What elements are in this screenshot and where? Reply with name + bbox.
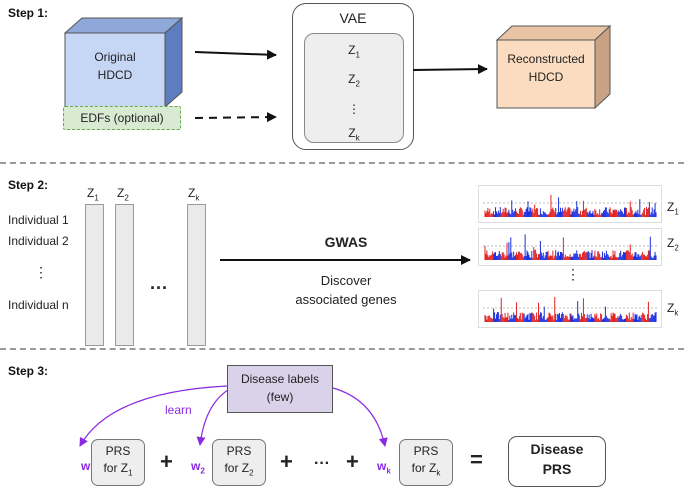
learn-arrow-wk xyxy=(332,387,388,447)
prs-zk-line2: for Zk xyxy=(411,461,441,478)
prs-box-z2: PRS for Z2 xyxy=(212,439,266,486)
disease-prs-box: Disease PRS xyxy=(508,436,606,487)
separator-1 xyxy=(0,162,684,164)
individual-1: Individual 1 xyxy=(8,213,69,227)
recon-line1: Reconstructed xyxy=(507,52,585,66)
columns-ellipsis: ··· xyxy=(150,278,168,298)
column-label-zk: Zk xyxy=(188,186,200,203)
latent-column-z1 xyxy=(85,204,104,346)
disease-prs-line2: PRS xyxy=(542,460,572,477)
manhattan-plot-z1 xyxy=(478,185,662,223)
reconstructed-hdcd-cube xyxy=(495,24,612,110)
gwas-label: GWAS xyxy=(324,234,368,250)
plus-1: + xyxy=(160,449,173,474)
latent-column-zk xyxy=(187,204,206,346)
reconstructed-hdcd-label: Reconstructed HDCD xyxy=(497,50,595,86)
prs-box-zk: PRS for Zk xyxy=(399,439,453,486)
equals-sign: = xyxy=(470,447,483,472)
plot-label-z2: Z2 xyxy=(667,236,679,253)
plot-label-zk: Zk xyxy=(667,301,679,318)
weight-wk: wk xyxy=(377,459,391,476)
prs-box-z1: PRS for Z1 xyxy=(91,439,145,486)
latent-column-z2 xyxy=(115,204,134,346)
learn-label: learn xyxy=(165,403,192,417)
step2-label: Step 2: xyxy=(8,178,49,192)
plus-2: + xyxy=(280,449,293,474)
individual-2: Individual 2 xyxy=(8,234,69,248)
original-hdcd-label: Original HDCD xyxy=(65,48,165,84)
weight-w2: w2 xyxy=(191,459,205,476)
prs-z2-line1: PRS xyxy=(226,444,252,458)
arrow-original-to-vae xyxy=(194,49,277,60)
edfs-label: EDFs (optional) xyxy=(80,111,164,125)
plots-vdots: ⋮ xyxy=(566,266,580,282)
step3-label: Step 3: xyxy=(8,364,49,378)
disease-labels-line1: Disease labels xyxy=(240,372,320,386)
latent-z2: Z2 xyxy=(348,72,360,89)
individual-n: Individual n xyxy=(8,298,69,312)
manhattan-plot-zk xyxy=(478,290,662,328)
vae-latent-box xyxy=(304,33,404,143)
arrow-edfs-to-vae xyxy=(194,112,277,123)
column-label-z2: Z2 xyxy=(117,186,129,203)
prs-z1-line2: for Z1 xyxy=(103,461,133,478)
latent-vdots: ⋮ xyxy=(348,101,360,116)
recon-line2: HDCD xyxy=(528,70,564,84)
learn-arrow-w1 xyxy=(79,385,228,447)
plus-3: + xyxy=(346,449,359,474)
prs-z1-line1: PRS xyxy=(105,444,131,458)
vae-title: VAE xyxy=(339,10,367,26)
ellipsis-3: ··· xyxy=(314,455,330,472)
original-hdcd-cube xyxy=(63,16,184,109)
disease-labels-line2: (few) xyxy=(266,390,294,404)
column-label-z1: Z1 xyxy=(87,186,99,203)
vae-latents: Z1 Z2 ⋮ Zk xyxy=(304,38,404,150)
individual-vdots: ⋮ xyxy=(34,264,48,280)
manhattan-plot-z2 xyxy=(478,228,662,266)
separator-2 xyxy=(0,348,684,350)
original-line1: Original xyxy=(94,50,136,64)
latent-zk: Zk xyxy=(348,125,360,143)
arrow-vae-to-reconstructed xyxy=(412,64,488,75)
disease-prs-line1: Disease xyxy=(530,441,584,457)
latent-z1: Z1 xyxy=(348,43,360,60)
prs-z2-line2: for Z2 xyxy=(224,461,254,478)
discover-line2: associated genes xyxy=(295,291,397,307)
edfs-box: EDFs (optional) xyxy=(63,106,181,130)
step1-label: Step 1: xyxy=(8,6,49,20)
discover-line1: Discover xyxy=(320,273,372,288)
original-line2: HDCD xyxy=(97,68,133,82)
discover-genes-label: Discover associated genes xyxy=(276,272,416,310)
plot-label-z1: Z1 xyxy=(667,200,679,217)
disease-labels-box: Disease labels (few) xyxy=(227,365,333,413)
prs-zk-line1: PRS xyxy=(413,444,439,458)
learn-arrow-w2 xyxy=(196,389,229,446)
